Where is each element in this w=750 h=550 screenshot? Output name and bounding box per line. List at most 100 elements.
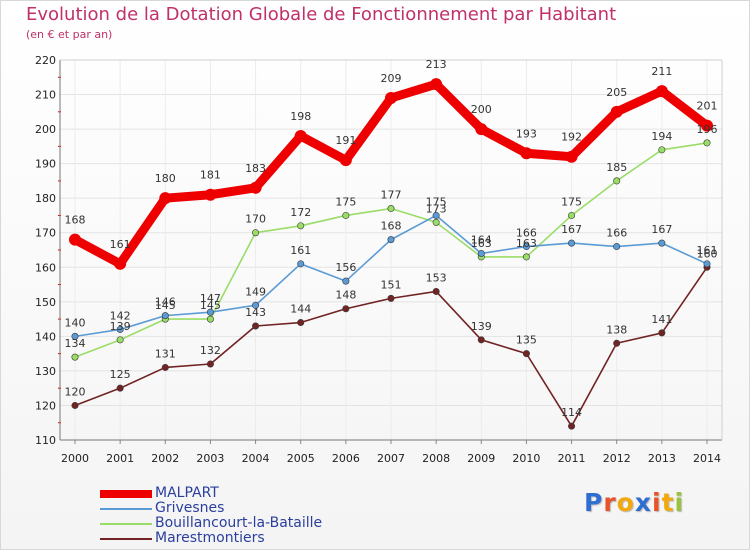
- data-point-marestmontiers: [116, 384, 124, 392]
- y-tick-label: 170: [35, 227, 56, 240]
- data-point-marestmontiers: [71, 401, 79, 409]
- data-point-bouillancourt-la-bataille: [703, 139, 711, 147]
- data-point-grivesnes: [252, 301, 260, 309]
- y-tick-label: 150: [35, 296, 56, 309]
- logo-letter: P: [584, 488, 604, 517]
- data-label-malpart: 183: [245, 162, 266, 175]
- gridlines: [60, 59, 722, 441]
- data-point-marestmontiers: [613, 339, 621, 347]
- data-point-grivesnes: [522, 243, 530, 251]
- data-point-grivesnes: [342, 277, 350, 285]
- legend: MALPART Grivesnes Bouillancourt-la-Batai…: [100, 486, 400, 546]
- data-point-marestmontiers: [206, 360, 214, 368]
- data-point-bouillancourt-la-bataille: [252, 229, 260, 237]
- legend-item-malpart[interactable]: MALPART: [100, 486, 400, 501]
- proxiti-logo: Proxiti: [584, 488, 684, 517]
- data-label-marestmontiers: 151: [381, 278, 402, 291]
- data-label-malpart: 180: [155, 172, 176, 185]
- series-lines: [69, 78, 713, 430]
- data-point-marestmontiers: [387, 294, 395, 302]
- data-point-marestmontiers: [477, 336, 485, 344]
- x-tick-label: 2014: [693, 452, 721, 465]
- y-tick-label: 140: [35, 330, 56, 343]
- data-point-grivesnes: [432, 211, 440, 219]
- data-point-malpart: [339, 154, 352, 167]
- data-label-bouillancourt-la-bataille: 163: [471, 237, 492, 250]
- data-label-marestmontiers: 131: [155, 347, 176, 360]
- data-label-bouillancourt-la-bataille: 134: [65, 337, 86, 350]
- data-label-malpart: 193: [516, 127, 537, 140]
- legend-item-bouillancourt[interactable]: Bouillancourt-la-Bataille: [100, 516, 400, 531]
- data-label-grivesnes: 146: [155, 296, 176, 309]
- data-point-marestmontiers: [432, 287, 440, 295]
- data-point-malpart: [701, 119, 713, 132]
- legend-item-marestmontiers[interactable]: Marestmontiers: [100, 531, 400, 546]
- legend-label-malpart: MALPART: [155, 485, 219, 501]
- data-label-malpart: 205: [606, 86, 627, 99]
- data-label-marestmontiers: 135: [516, 334, 537, 347]
- data-label-grivesnes: 167: [561, 223, 582, 236]
- logo-letter: i: [652, 488, 662, 517]
- x-tick-label: 2007: [377, 452, 405, 465]
- data-point-marestmontiers: [161, 363, 169, 371]
- data-point-marestmontiers: [568, 422, 576, 430]
- data-point-grivesnes: [161, 312, 169, 320]
- data-label-marestmontiers: 144: [290, 303, 311, 316]
- data-point-bouillancourt-la-bataille: [71, 353, 79, 361]
- data-label-grivesnes: 166: [606, 227, 627, 240]
- data-label-marestmontiers: 138: [606, 323, 627, 336]
- y-tick-label: 190: [35, 158, 56, 171]
- data-label-bouillancourt-la-bataille: 175: [335, 195, 356, 208]
- y-tick-label: 200: [35, 123, 56, 136]
- x-tick-label: 2012: [603, 452, 631, 465]
- data-label-bouillancourt-la-bataille: 172: [290, 206, 311, 219]
- data-label-malpart: 191: [335, 134, 356, 147]
- data-label-malpart: 181: [200, 169, 221, 182]
- y-tick-label: 130: [35, 365, 56, 378]
- data-point-marestmontiers: [297, 319, 305, 327]
- data-label-malpart: 198: [290, 110, 311, 123]
- data-point-bouillancourt-la-bataille: [116, 336, 124, 344]
- data-label-malpart: 211: [651, 65, 672, 78]
- x-tick-label: 2005: [287, 452, 315, 465]
- data-point-grivesnes: [613, 243, 621, 251]
- data-point-bouillancourt-la-bataille: [342, 211, 350, 219]
- logo-letter: i: [674, 488, 685, 517]
- data-point-bouillancourt-la-bataille: [613, 177, 621, 185]
- data-label-grivesnes: 147: [200, 292, 221, 305]
- data-label-grivesnes: 167: [651, 223, 672, 236]
- legend-item-grivesnes[interactable]: Grivesnes: [100, 501, 400, 516]
- data-point-malpart: [159, 192, 172, 205]
- chart-title: Evolution de la Dotation Globale de Fonc…: [26, 4, 617, 25]
- legend-label-bouillancourt: Bouillancourt-la-Bataille: [155, 515, 323, 531]
- data-point-grivesnes: [477, 249, 485, 257]
- data-label-marestmontiers: 160: [697, 247, 718, 260]
- data-label-malpart: 192: [561, 131, 582, 144]
- data-point-malpart: [430, 78, 443, 91]
- data-point-bouillancourt-la-bataille: [297, 222, 305, 230]
- data-label-marestmontiers: 139: [471, 320, 492, 333]
- data-point-grivesnes: [568, 239, 576, 247]
- data-label-grivesnes: 175: [426, 195, 447, 208]
- data-point-marestmontiers: [342, 305, 350, 313]
- logo-letter: t: [661, 488, 675, 517]
- x-tick-label: 2011: [558, 452, 586, 465]
- data-point-grivesnes: [297, 260, 305, 268]
- data-labels: 120 125 131 132 143 144 148 151 153 139 135 114 138 1…: [65, 58, 718, 419]
- logo-letter: r: [603, 488, 617, 517]
- x-tick-label: 2003: [196, 452, 224, 465]
- data-label-marestmontiers: 153: [426, 271, 447, 284]
- legend-label-grivesnes: Grivesnes: [155, 500, 225, 516]
- data-label-bouillancourt-la-bataille: 196: [697, 123, 718, 136]
- data-point-grivesnes: [206, 308, 214, 316]
- data-label-bouillancourt-la-bataille: 194: [651, 130, 672, 143]
- chart-subtitle: (en € et par an): [26, 28, 113, 41]
- data-point-bouillancourt-la-bataille: [522, 253, 530, 261]
- logo-letter: o: [616, 488, 635, 517]
- data-label-grivesnes: 168: [381, 220, 402, 233]
- x-tick-label: 2008: [422, 452, 450, 465]
- logo-letter: x: [634, 488, 652, 517]
- data-label-grivesnes: 166: [516, 227, 537, 240]
